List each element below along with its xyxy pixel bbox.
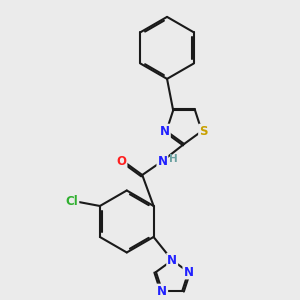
Text: O: O — [116, 154, 127, 167]
Text: N: N — [157, 285, 167, 298]
Text: N: N — [160, 124, 170, 138]
Text: Cl: Cl — [66, 195, 78, 208]
Text: N: N — [183, 266, 194, 278]
Text: S: S — [199, 124, 208, 138]
Text: N: N — [158, 154, 167, 167]
Text: H: H — [169, 154, 178, 164]
Text: N: N — [167, 254, 177, 267]
